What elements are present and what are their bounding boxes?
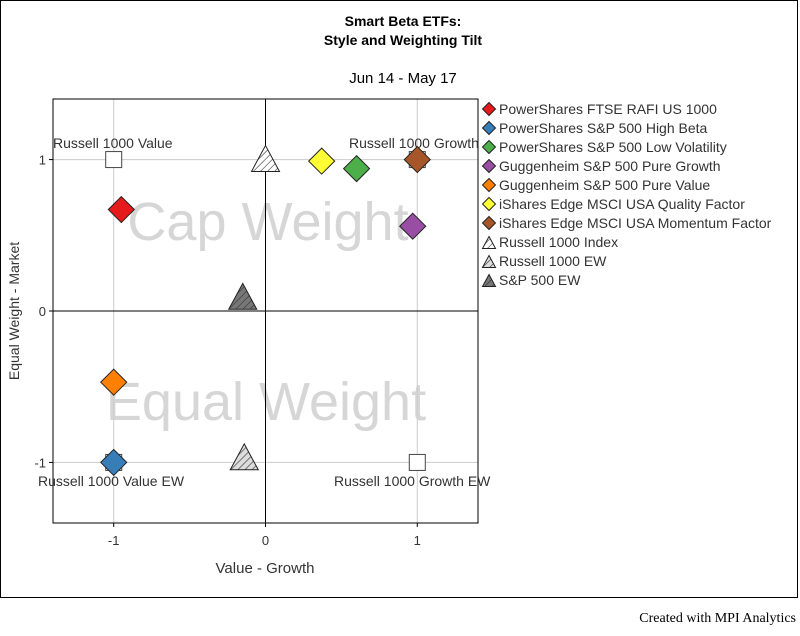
legend-marker [481,120,497,136]
corner-label-bottom-right: Russell 1000 Growth EW [334,473,491,489]
x-axis-label: Value - Growth [216,560,315,577]
y-tick-label: 0 [39,304,46,319]
legend-label: Guggenheim S&P 500 Pure Value [499,177,710,193]
triangle-hatch [481,254,497,269]
legend-label: Russell 1000 EW [499,253,607,269]
chart-period: Jun 14 - May 17 [349,70,457,87]
data-point [307,147,336,175]
legend-marker [481,254,497,269]
x-tick-label: 1 [414,533,421,548]
triangle-hatch [481,273,497,288]
y-axis-label: Equal Weight - Market [6,242,22,380]
data-point [399,212,427,240]
data-point [403,145,431,174]
legend-marker [481,101,497,117]
data-point [342,154,371,183]
legend-label: Guggenheim S&P 500 Pure Growth [499,158,721,174]
x-tick-label: 0 [262,533,269,548]
triangle-hatch [481,235,497,250]
data-point [100,368,128,396]
legend-label: PowerShares S&P 500 Low Volatility [499,139,727,155]
data-point [100,448,128,477]
legend-marker [481,215,497,231]
benchmark-square [105,151,123,169]
legend-label: iShares Edge MSCI USA Quality Factor [499,196,745,212]
data-point [229,442,260,471]
legend-label: S&P 500 EW [499,272,581,288]
data-point [107,195,136,224]
legend-marker [481,158,497,174]
triangle-hatch [227,282,258,310]
footer-credit: Created with MPI Analytics [639,611,796,626]
region-label-cap-weight: Cap Weight [127,192,408,252]
scatter-chart: Smart Beta ETFs: Style and Weighting Til… [6,13,772,577]
corner-label-top-right: Russell 1000 Growth [349,135,479,151]
legend-marker [481,273,497,288]
legend: PowerShares FTSE RAFI US 1000 PowerShares… [481,101,772,288]
triangle-hatch [250,144,281,172]
legend-label: PowerShares S&P 500 High Beta [499,120,708,136]
x-tick-label: -1 [108,533,120,548]
benchmark-square [408,453,426,471]
triangle-hatch [229,442,260,471]
data-point [227,282,258,310]
chart-subtitle: Style and Weighting Tilt [324,32,482,48]
legend-label: Russell 1000 Index [499,234,618,250]
corner-label-bottom-left: Russell 1000 Value EW [38,473,185,489]
legend-label: iShares Edge MSCI USA Momentum Factor [499,215,772,231]
legend-marker [481,177,497,193]
corner-label-top-left: Russell 1000 Value [53,135,173,151]
chart-title: Smart Beta ETFs: [345,13,462,29]
y-tick-label: -1 [34,455,46,470]
legend-marker [481,235,497,250]
legend-label: PowerShares FTSE RAFI US 1000 [499,101,717,117]
y-tick-label: 1 [39,153,46,168]
data-point [250,144,281,172]
chart-frame [0,0,798,598]
legend-marker [481,139,497,155]
legend-marker [481,196,497,212]
